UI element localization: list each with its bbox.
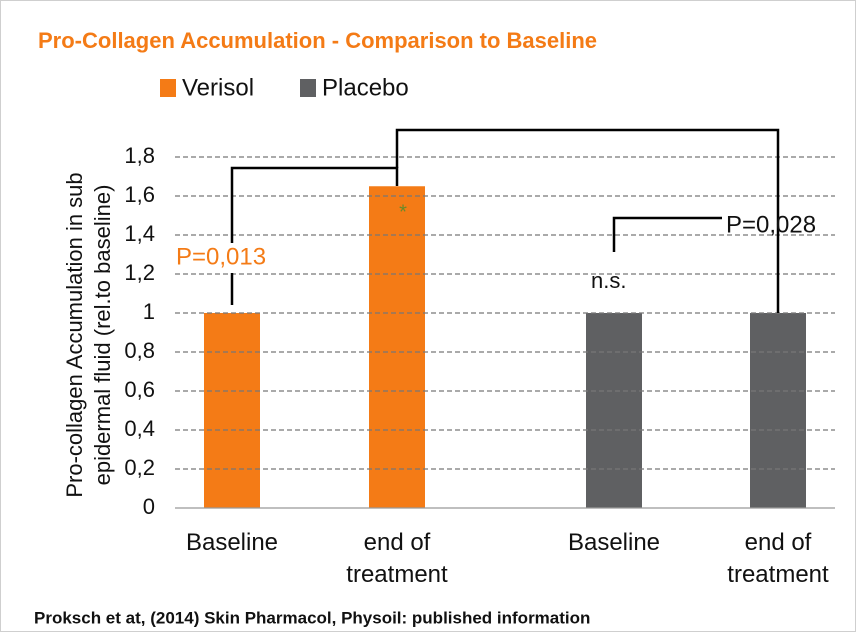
y-tick-label: 0,6 [124,377,155,402]
bar [750,313,806,508]
y-axis-label: epidermal fluid (rel.to baseline) [90,185,115,486]
annotation: P=0,013 [176,243,266,270]
legend-label: Verisol [182,74,254,101]
y-tick-label: 1,6 [124,182,155,207]
y-axis-label: Pro-collagen Accumulation in sub [62,172,87,497]
y-tick-label: 0 [143,494,155,519]
y-tick-label: 1,4 [124,221,155,246]
bracket [395,128,780,313]
x-tick-label: Baseline [567,529,661,556]
bar [369,186,425,508]
legend-swatch [160,79,176,97]
annotation: n.s. [591,268,626,293]
y-tick-label: 1 [143,299,155,324]
chart-title: Pro-Collagen Accumulation - Comparison t… [38,28,597,53]
x-tick-label: end of treatment [346,529,448,588]
y-tick-label: 0,2 [124,455,155,480]
source: Proksch et at, (2014) Skin Pharmacol, Ph… [34,608,590,627]
y-tick-label: 0,4 [124,416,155,441]
annotation: * [399,201,407,223]
bracket [612,216,722,252]
legend-label: Placebo [322,74,409,101]
legend-swatch [300,79,316,97]
y-tick-label: 0,8 [124,338,155,363]
bar [204,313,260,508]
label-bg [168,243,288,273]
annotation: P=0,028 [726,211,816,238]
x-tick-label: end of treatment [727,529,829,588]
y-tick-label: 1,8 [124,143,155,168]
bar [586,313,642,508]
bracket [230,166,399,305]
y-tick-label: 1,2 [124,260,155,285]
x-tick-label: Baseline [185,529,279,556]
